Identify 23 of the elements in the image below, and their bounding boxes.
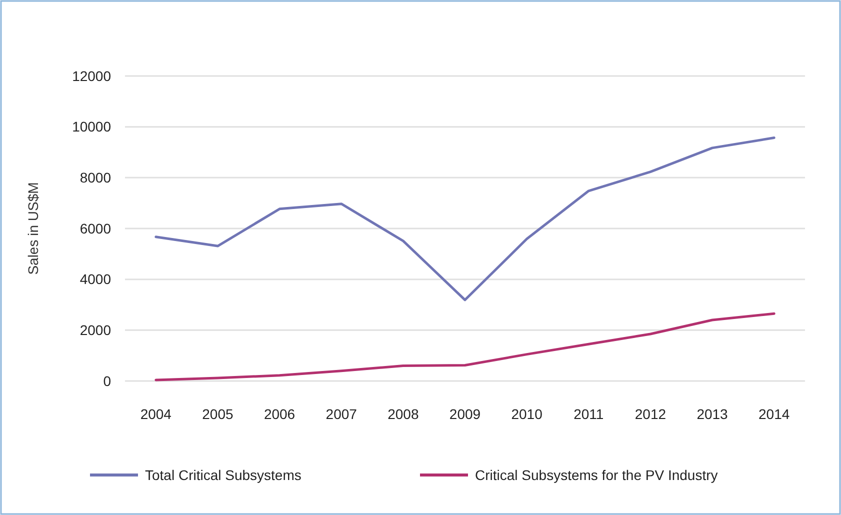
y-tick-label: 6000 — [80, 220, 112, 236]
x-tick-label: 2010 — [511, 406, 543, 422]
y-tick-label: 12000 — [72, 68, 112, 84]
x-tick-label: 2013 — [696, 406, 728, 422]
x-tick-label: 2012 — [634, 406, 666, 422]
x-tick-label: 2004 — [140, 406, 172, 422]
x-tick-label: 2005 — [202, 406, 234, 422]
legend-label: Critical Subsystems for the PV Industry — [475, 466, 718, 483]
y-tick-label: 10000 — [72, 118, 112, 135]
x-tick-label: 2014 — [758, 406, 790, 422]
y-tick-label: 4000 — [80, 271, 112, 288]
y-tick-label: 0 — [103, 372, 112, 389]
x-tick-label: 2008 — [388, 406, 419, 422]
x-tick-label: 2011 — [574, 406, 604, 422]
x-tick-label: 2006 — [264, 406, 296, 422]
line-series — [154, 312, 776, 382]
x-tick-label: 2009 — [449, 406, 481, 422]
legend-label: Total Critical Subsystems — [145, 466, 302, 483]
y-axis-title: Sales in US$M — [25, 182, 41, 275]
x-tick-label: 2007 — [326, 406, 358, 422]
y-tick-label: 2000 — [80, 322, 112, 338]
line-series — [154, 136, 776, 302]
y-tick-label: 8000 — [80, 170, 112, 186]
